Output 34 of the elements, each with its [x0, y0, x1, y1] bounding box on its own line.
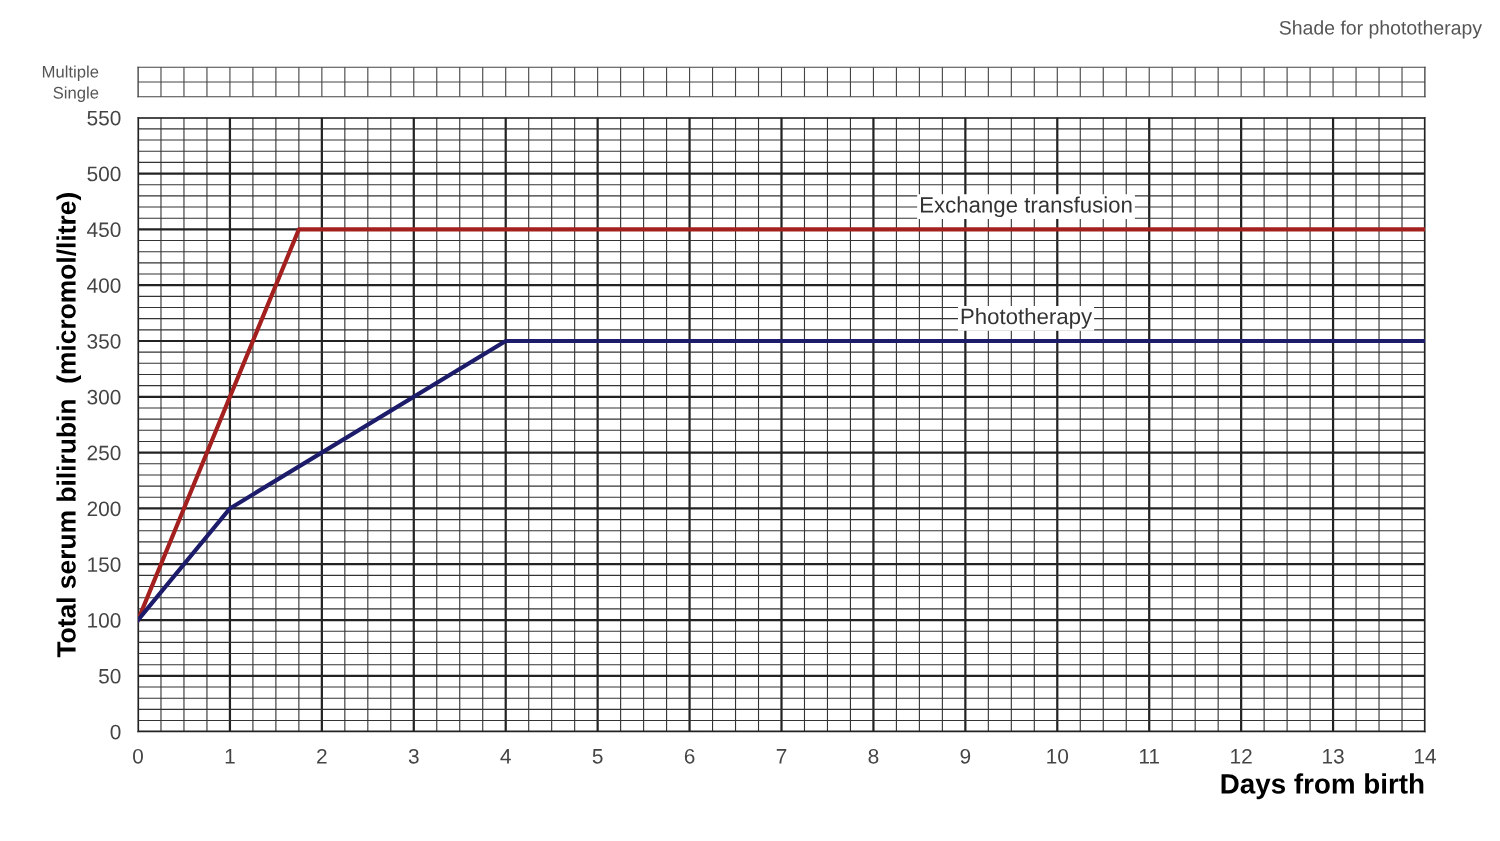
- x-tick-label: 11: [1139, 749, 1160, 764]
- y-axis-title: Total serum bilirubin (micromol/litre): [56, 193, 82, 658]
- y-tick-label: 500: [87, 166, 121, 182]
- y-tick-label: 200: [87, 501, 121, 517]
- y-tick-label: 450: [87, 222, 121, 238]
- y-tick-label: 400: [87, 278, 121, 293]
- text: Shade for phototherapy: [1279, 20, 1482, 39]
- series-label: Phototherapy: [961, 307, 1093, 329]
- x-tick-label: 3: [408, 748, 419, 764]
- x-tick-label: 7: [776, 749, 787, 764]
- y-tick-label: 0: [110, 724, 121, 740]
- x-tick-label: 8: [868, 748, 879, 764]
- x-tick-label: 10: [1047, 748, 1069, 764]
- y-tick-label: 150: [88, 557, 121, 572]
- y-tick-label: 250: [87, 445, 121, 461]
- x-axis-title: Days from birth: [1221, 773, 1424, 800]
- y-tick-label: 100: [88, 613, 121, 628]
- x-tick-label: 6: [684, 748, 695, 764]
- y-tick-label: 50: [99, 668, 121, 684]
- x-tick-label: 1: [225, 749, 235, 764]
- x-tick-label: 2: [317, 748, 327, 764]
- x-tick-label: 0: [133, 748, 143, 764]
- series-label: Exchange transfusion: [921, 196, 1132, 218]
- text: Multiple: [42, 65, 99, 81]
- y-tick-label: 350: [87, 333, 121, 349]
- y-tick-label: 300: [87, 389, 121, 405]
- x-tick-label: 14: [1415, 749, 1436, 764]
- x-tick-label: 4: [500, 749, 511, 764]
- text: Single: [53, 86, 99, 102]
- x-tick-label: 12: [1231, 748, 1252, 764]
- y-tick-label: 550: [87, 110, 121, 126]
- x-tick-label: 9: [960, 748, 971, 764]
- x-tick-label: 13: [1323, 748, 1344, 764]
- x-tick-label: 5: [592, 749, 603, 764]
